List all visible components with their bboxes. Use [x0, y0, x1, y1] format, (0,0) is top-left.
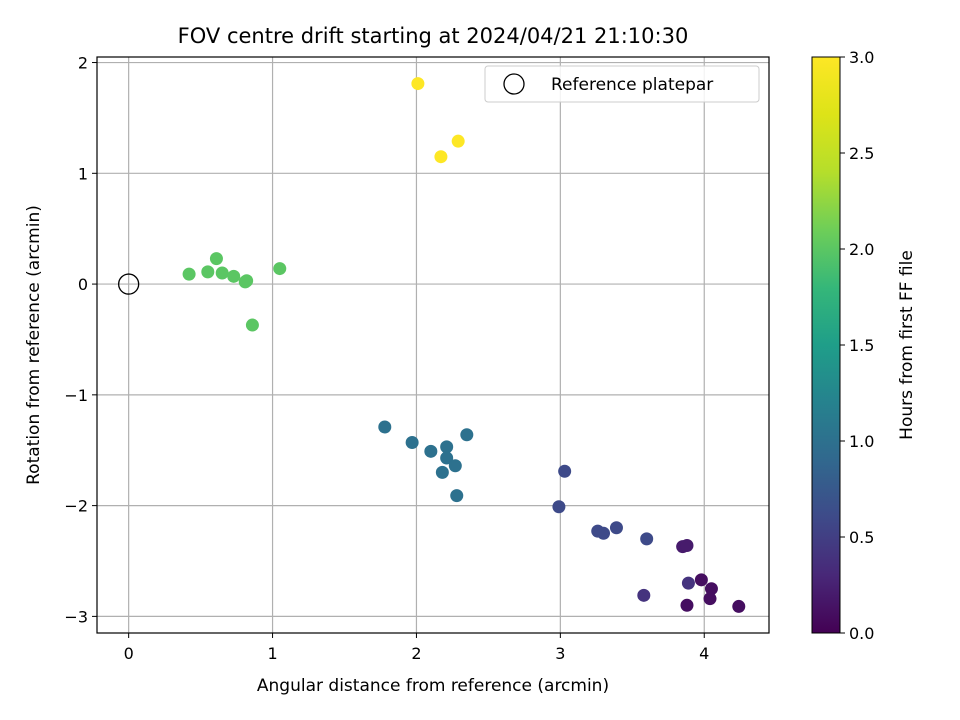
colorbar-tick-label: 0.5	[849, 528, 874, 547]
grid	[97, 57, 769, 633]
scatter-point	[680, 598, 694, 612]
y-tick-label: −2	[64, 497, 88, 516]
scatter-points	[118, 77, 746, 613]
scatter-point	[201, 265, 215, 279]
scatter-point	[704, 582, 718, 596]
scatter-point	[227, 269, 241, 283]
colorbar-tick-label: 0.0	[849, 624, 874, 643]
scatter-point	[378, 420, 392, 434]
scatter-point	[440, 451, 454, 465]
scatter-point	[434, 150, 448, 164]
x-axis-ticks: 0 1 2 3 4	[124, 633, 709, 663]
scatter-point	[273, 262, 287, 276]
chart-title: FOV centre drift starting at 2024/04/21 …	[178, 24, 689, 48]
y-tick-label: 2	[78, 54, 88, 73]
colorbar-ticks: 0.0 0.5 1.0 1.5 2.0 2.5 3.0	[840, 48, 874, 643]
colorbar-label: Hours from first FF file	[897, 250, 917, 440]
x-tick-label: 2	[411, 644, 421, 663]
x-axis-label: Angular distance from reference (arcmin)	[257, 676, 609, 696]
x-tick-label: 1	[267, 644, 277, 663]
colorbar-tick-label: 2.5	[849, 144, 874, 163]
legend-marker	[503, 73, 525, 95]
x-tick-label: 0	[124, 644, 134, 663]
scatter-point	[424, 444, 438, 458]
y-axis-label: Rotation from reference (arcmin)	[24, 205, 44, 485]
scatter-point	[411, 77, 425, 91]
scatter-point	[609, 521, 623, 535]
scatter-point	[597, 526, 611, 540]
y-axis-ticks: −3 −2 −1 0 1 2	[64, 54, 97, 626]
scatter-point	[215, 266, 229, 280]
colorbar-tick-label: 1.5	[849, 336, 874, 355]
scatter-point	[680, 538, 694, 552]
scatter-point	[558, 464, 572, 478]
scatter-point	[245, 318, 259, 332]
scatter-point	[732, 599, 746, 613]
scatter-point	[460, 428, 474, 442]
legend: Reference platepar	[484, 65, 760, 103]
scatter-point	[450, 489, 464, 503]
scatter-point	[448, 459, 462, 473]
scatter-point	[637, 588, 651, 602]
scatter-point	[703, 592, 717, 606]
colorbar-tick-label: 1.0	[849, 432, 874, 451]
x-tick-label: 4	[699, 644, 709, 663]
x-tick-label: 3	[555, 644, 565, 663]
scatter-point	[640, 532, 654, 546]
plot-frame	[96, 56, 770, 634]
scatter-point	[451, 134, 465, 148]
y-tick-label: −1	[64, 386, 88, 405]
legend-label: Reference platepar	[551, 75, 713, 95]
colorbar	[811, 56, 841, 634]
colorbar-tick-label: 3.0	[849, 48, 874, 67]
y-tick-label: 0	[78, 275, 88, 294]
scatter-point	[681, 576, 695, 590]
legend-box	[484, 65, 760, 103]
scatter-point	[238, 275, 252, 289]
y-tick-label: 1	[78, 164, 88, 183]
y-tick-label: −3	[64, 607, 88, 626]
scatter-point	[435, 465, 449, 479]
scatter-point	[694, 573, 708, 587]
colorbar-tick-label: 2.0	[849, 240, 874, 259]
scatter-point	[182, 267, 196, 281]
scatter-point	[209, 252, 223, 266]
scatter-point	[440, 440, 454, 454]
scatter-point	[552, 500, 566, 514]
reference-marker	[118, 273, 140, 295]
scatter-point	[405, 435, 419, 449]
